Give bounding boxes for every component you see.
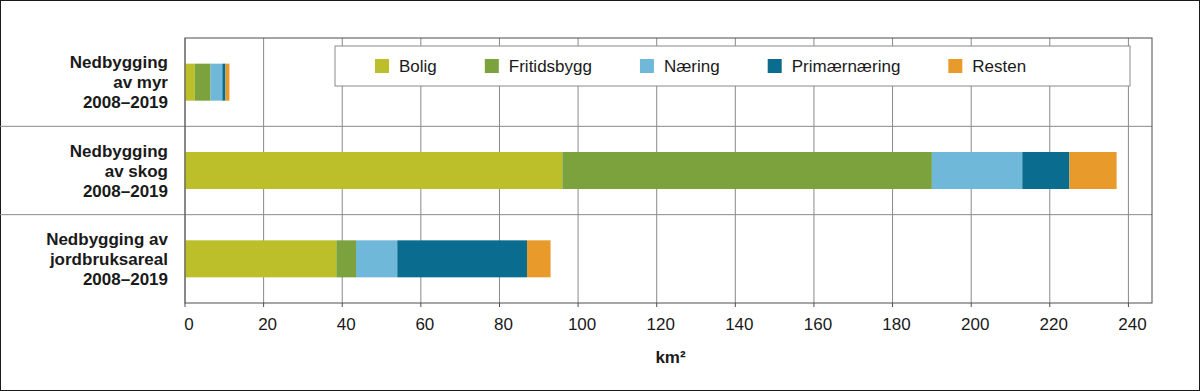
tick-mark (499, 303, 500, 307)
tick-label: 200 (961, 315, 989, 334)
row-separator (0, 126, 1152, 127)
tick-label: 20 (258, 315, 277, 334)
legend-swatch (948, 59, 962, 73)
bar-segment (1022, 152, 1069, 189)
axis-label: km² (655, 348, 686, 367)
tick-mark (263, 303, 264, 307)
category-label-line: Nedbygging av (46, 230, 168, 249)
bar-segment (195, 64, 211, 101)
bar-segment (211, 64, 223, 101)
category-label-line: jordbruksareal (49, 250, 168, 269)
bar-segment (222, 64, 225, 101)
category-label-line: 2008–2019 (83, 93, 168, 112)
category-label-line: 2008–2019 (83, 182, 168, 201)
category-label: Nedbygging avjordbruksareal2008–2019 (46, 230, 168, 289)
legend: Bolig Fritidsbygg Næring Primærnæring Resten (335, 46, 1130, 86)
plot-frame (185, 38, 1152, 303)
bar-segment (527, 240, 551, 277)
bar-segment (1069, 152, 1116, 189)
tick-mark (1128, 303, 1129, 307)
legend-label: Primærnæring (792, 57, 901, 76)
bars (185, 64, 1117, 278)
category-label-line: av skog (105, 162, 168, 181)
bar-segment (185, 64, 195, 101)
outer-border (1, 1, 1200, 391)
legend-swatch (768, 59, 782, 73)
tick-label: 120 (647, 315, 675, 334)
bar-segment (397, 240, 527, 277)
tick-mark (342, 303, 343, 307)
tick-label: 160 (804, 315, 832, 334)
tick-mark (656, 303, 657, 307)
category-label: Nedbyggingav myr2008–2019 (70, 53, 169, 112)
tick-label: 40 (337, 315, 356, 334)
legend-swatch (375, 59, 389, 73)
bar-segment (562, 152, 932, 189)
tick-label: 240 (1118, 315, 1146, 334)
chart: Nedbyggingav myr2008–2019Nedbyggingav sk… (0, 0, 1200, 391)
legend-swatch (485, 59, 499, 73)
tick-label: 60 (415, 315, 434, 334)
bar-segment (185, 152, 562, 189)
tick-label: 100 (568, 315, 596, 334)
legend-label: Bolig (399, 57, 437, 76)
bar-segment (185, 240, 336, 277)
tick-label: 80 (494, 315, 513, 334)
tick-mark (185, 303, 186, 307)
legend-label: Resten (972, 57, 1026, 76)
tick-label: 180 (882, 315, 910, 334)
bar-segment (932, 152, 1022, 189)
category-label-line: av myr (113, 73, 168, 92)
legend-label: Fritidsbygg (509, 57, 592, 76)
category-label: Nedbyggingav skog2008–2019 (70, 142, 168, 201)
tick-label: 140 (725, 315, 753, 334)
category-label-line: Nedbygging (70, 53, 168, 72)
tick-mark (735, 303, 736, 307)
bar-segment (225, 64, 229, 101)
tick-mark (892, 303, 893, 307)
legend-box (335, 46, 1130, 86)
row-separator (0, 214, 1152, 215)
tick-label: 0 (184, 315, 193, 334)
tick-mark (420, 303, 421, 307)
tick-label: 220 (1040, 315, 1068, 334)
tick-mark (813, 303, 814, 307)
bar-segment (356, 240, 397, 277)
category-label-line: 2008–2019 (83, 270, 168, 289)
tick-mark (1049, 303, 1050, 307)
bar-segment (336, 240, 356, 277)
tick-mark (578, 303, 579, 307)
category-label-line: Nedbygging (70, 142, 168, 161)
legend-swatch (640, 59, 654, 73)
tick-mark (971, 303, 972, 307)
legend-label: Næring (664, 57, 720, 76)
